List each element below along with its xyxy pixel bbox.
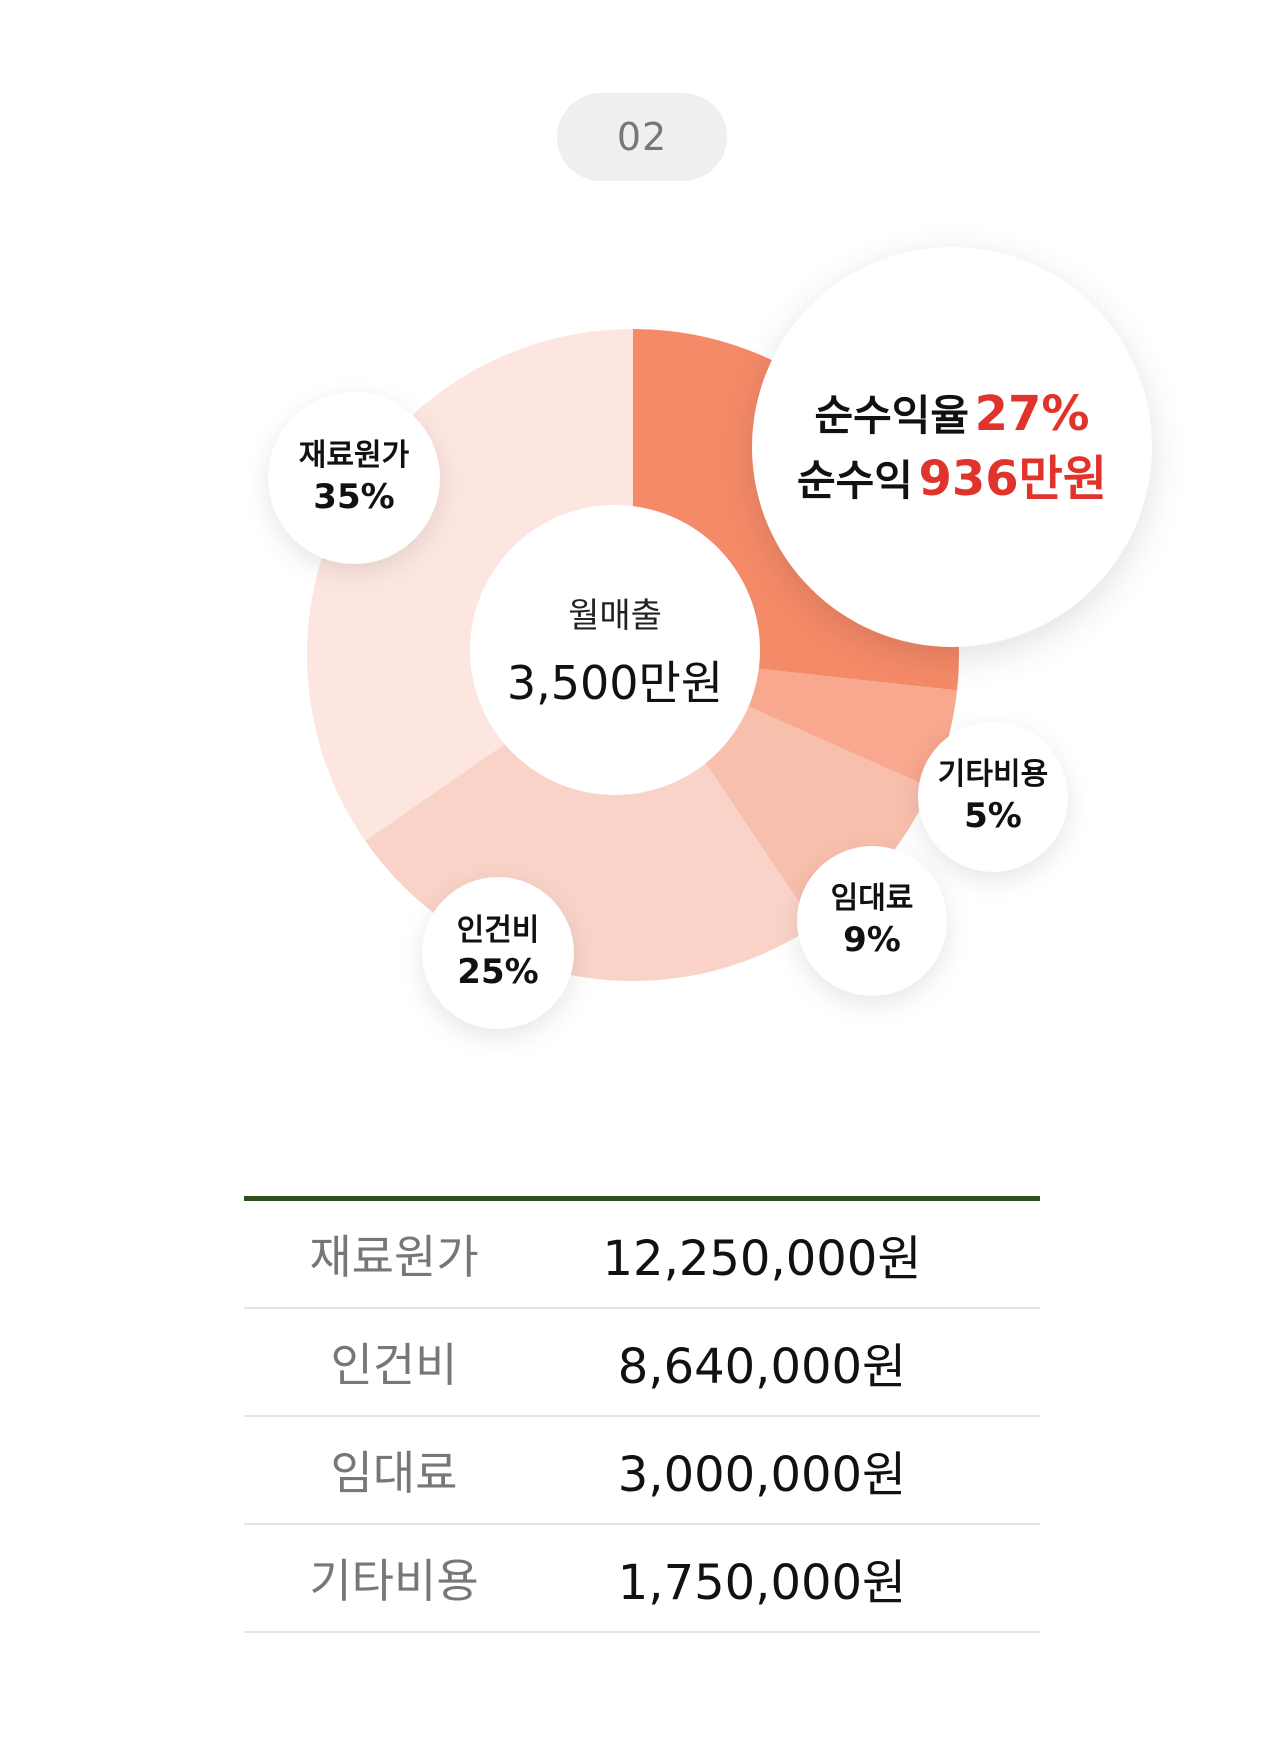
label-other-pct: 5% xyxy=(964,796,1022,837)
label-material-name: 재료원가 xyxy=(298,438,410,474)
label-bubble-rent: 임대료 9% xyxy=(797,846,947,996)
table-row: 인건비 8,640,000원 xyxy=(244,1309,1040,1417)
cost-amount: 3,000,000원 xyxy=(617,1447,907,1503)
cost-item: 인건비 xyxy=(330,1338,458,1392)
label-labor-name: 인건비 xyxy=(456,913,540,949)
label-bubble-other: 기타비용 5% xyxy=(918,722,1068,872)
label-bubble-material: 재료원가 35% xyxy=(268,392,440,564)
cost-item: 재료원가 xyxy=(309,1230,479,1284)
profit-amount-row: 순수익 936만원 xyxy=(797,447,1107,512)
table-row: 기타비용 1,750,000원 xyxy=(244,1525,1040,1633)
label-labor-pct: 25% xyxy=(457,952,539,993)
label-material-pct: 35% xyxy=(313,477,395,518)
label-rent-pct: 9% xyxy=(843,920,901,961)
profit-rate-value: 27% xyxy=(974,386,1090,443)
table-row: 재료원가 12,250,000원 xyxy=(244,1201,1040,1309)
cost-amount: 12,250,000원 xyxy=(602,1231,922,1287)
profit-rate-label: 순수익율 xyxy=(814,391,970,441)
section-number-badge: 02 xyxy=(557,93,727,181)
profit-rate-row: 순수익율 27% xyxy=(814,382,1089,447)
label-bubble-labor: 인건비 25% xyxy=(422,877,574,1029)
cost-amount: 8,640,000원 xyxy=(617,1339,907,1395)
cost-breakdown-table: 재료원가 12,250,000원 인건비 8,640,000원 임대료 3,00… xyxy=(244,1196,1040,1633)
cost-item: 임대료 xyxy=(330,1446,458,1500)
center-title: 월매출 xyxy=(568,595,662,636)
label-other-name: 기타비용 xyxy=(937,757,1049,793)
donut-center: 월매출 3,500만원 xyxy=(470,505,760,795)
label-rent-name: 임대료 xyxy=(830,881,914,917)
cost-item: 기타비용 xyxy=(309,1554,479,1608)
profit-amount-label: 순수익 xyxy=(796,456,913,505)
profit-amount-value: 936만원 xyxy=(918,451,1107,507)
cost-amount: 1,750,000원 xyxy=(617,1555,907,1611)
table-row: 임대료 3,000,000원 xyxy=(244,1417,1040,1525)
profit-highlight-bubble: 순수익율 27% 순수익 936만원 xyxy=(752,247,1152,647)
center-value: 3,500만원 xyxy=(506,655,724,710)
